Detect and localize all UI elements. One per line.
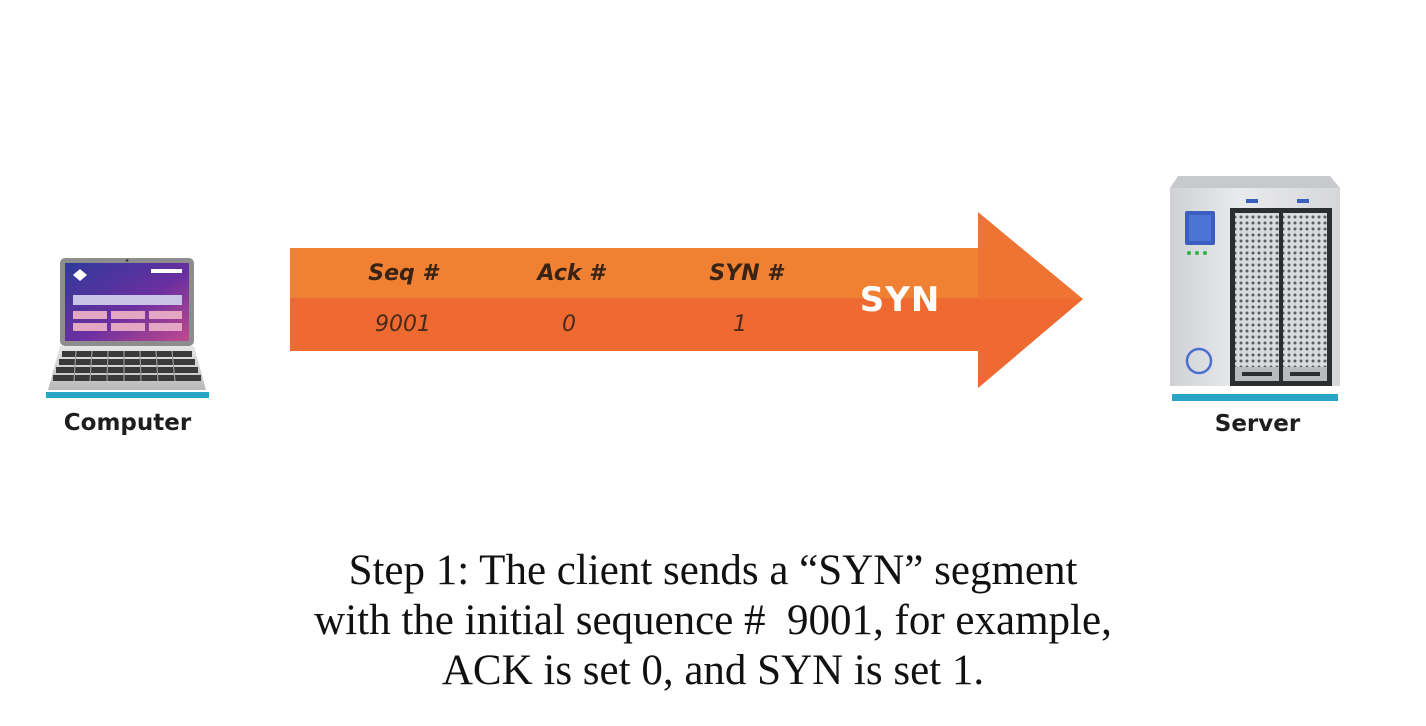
server-node: Server — [1160, 172, 1355, 444]
caption-line-3: ACK is set 0, and SYN is set 1. — [441, 647, 985, 694]
seq-value: 9001 — [375, 312, 431, 337]
arrow-body-bottom — [290, 298, 980, 351]
seq-label: Seq # — [368, 261, 438, 286]
step-caption: Step 1: The client sends a “SYN” segment… — [0, 546, 1426, 696]
caption-line-1: Step 1: The client sends a “SYN” segment — [348, 547, 1078, 594]
syn-flag-label: SYN # — [709, 261, 783, 286]
laptop-icon — [46, 258, 209, 398]
server-icon — [1170, 176, 1340, 401]
segment-name: SYN — [859, 280, 941, 320]
syn-flag-value: 1 — [733, 312, 747, 337]
computer-node: Computer — [40, 255, 215, 445]
arrow-body-top — [290, 248, 980, 298]
caption-line-2: with the initial sequence # 9001, for ex… — [314, 597, 1112, 644]
server-label: Server — [1214, 411, 1301, 437]
syn-arrow — [290, 210, 1090, 390]
computer-label: Computer — [63, 410, 192, 436]
ack-label: Ack # — [537, 261, 605, 286]
ack-value: 0 — [562, 312, 576, 337]
